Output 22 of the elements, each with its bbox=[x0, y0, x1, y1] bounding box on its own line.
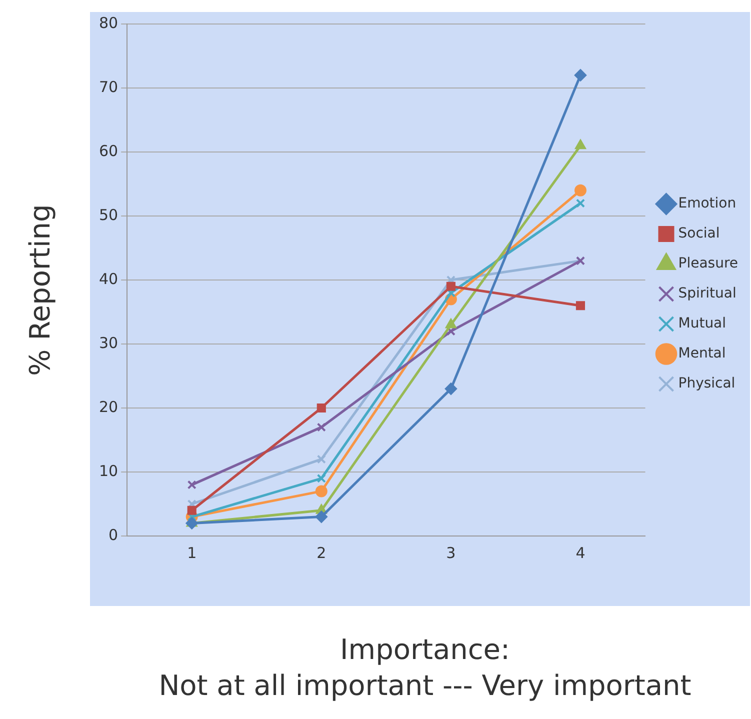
legend-label: Spiritual bbox=[678, 286, 736, 302]
y-tick-label: 10 bbox=[98, 462, 118, 480]
y-tick-label: 30 bbox=[98, 334, 118, 352]
legend-label: Mutual bbox=[678, 316, 726, 332]
y-axis-title: % Reporting bbox=[24, 204, 56, 376]
legend-label: Physical bbox=[678, 376, 736, 392]
y-tick-label: 80 bbox=[98, 14, 118, 32]
x-axis-title: Importance: Not at all important --- Very important bbox=[158, 632, 692, 704]
legend-label: Emotion bbox=[678, 196, 736, 212]
y-tick-label: 50 bbox=[98, 206, 118, 224]
y-tick-label: 40 bbox=[98, 270, 118, 288]
legend-label: Pleasure bbox=[678, 256, 738, 272]
y-tick-label: 20 bbox=[98, 398, 118, 416]
x-tick-label: 1 bbox=[187, 544, 197, 562]
y-tick-label: 60 bbox=[98, 142, 118, 160]
y-tick-label: 0 bbox=[108, 526, 118, 544]
legend-label: Social bbox=[678, 226, 720, 242]
x-tick-label: 3 bbox=[446, 544, 456, 562]
x-tick-label: 4 bbox=[576, 544, 586, 562]
y-tick-label: 70 bbox=[98, 78, 118, 96]
legend-label: Mental bbox=[678, 346, 726, 362]
x-tick-label: 2 bbox=[316, 544, 326, 562]
